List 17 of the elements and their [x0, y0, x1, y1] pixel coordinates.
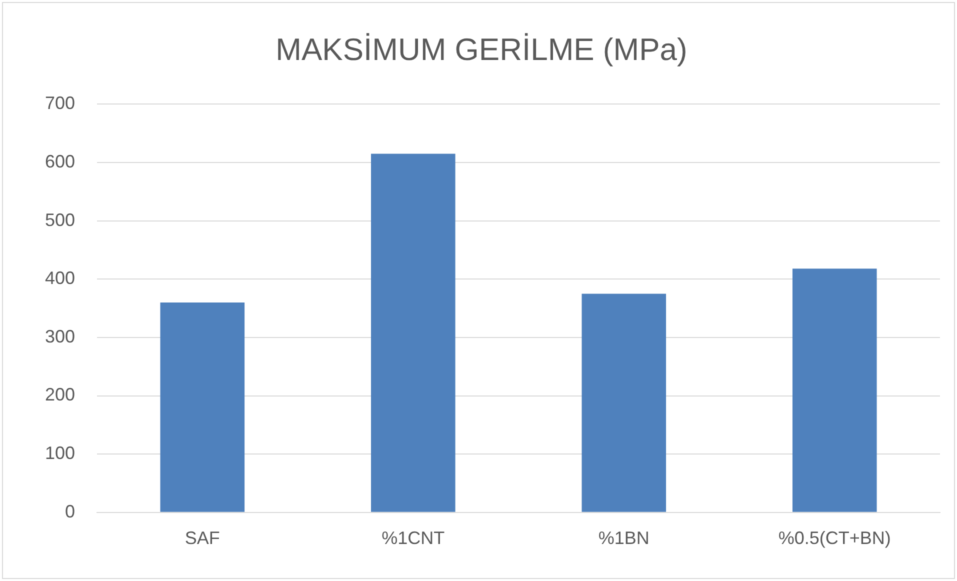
bar — [160, 302, 245, 512]
y-tick-label: 500 — [44, 210, 76, 230]
y-tick-label: 200 — [44, 384, 76, 405]
bar — [582, 294, 666, 512]
y-tick-label: 300 — [44, 326, 76, 346]
y-tick-label: 700 — [44, 93, 76, 114]
y-tick-label: 0 — [65, 501, 76, 522]
bar — [370, 154, 456, 512]
x-tick-label: %0.5(CT+BN) — [778, 528, 891, 548]
x-tick-label: %1CNT — [382, 528, 445, 548]
y-tick-label: 100 — [44, 443, 76, 464]
y-tick-label: 600 — [44, 151, 76, 172]
chart-title: MAKSİMUM GERİLME (MPa) — [276, 32, 688, 68]
x-tick-label: SAF — [184, 528, 220, 548]
x-tick-label: %1BN — [598, 528, 650, 548]
bar — [792, 268, 877, 512]
y-tick-label: 400 — [44, 268, 76, 288]
